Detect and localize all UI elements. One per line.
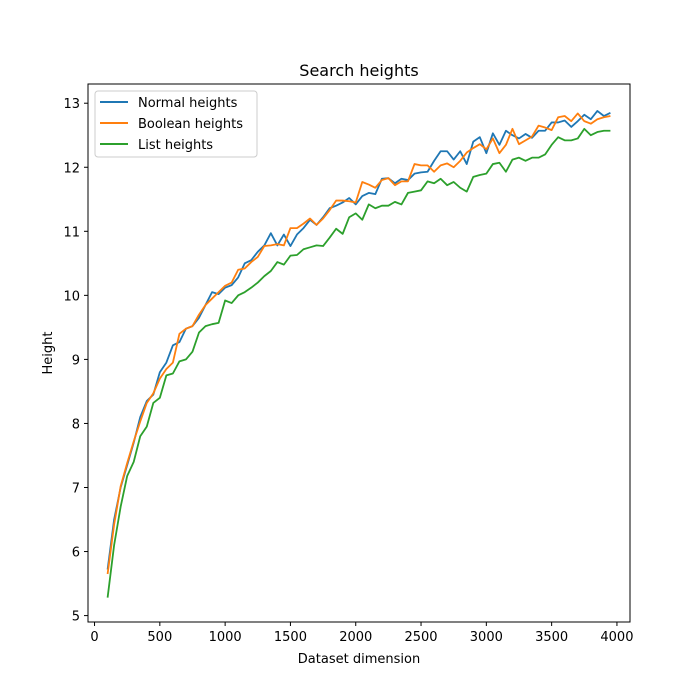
series-layer [106,110,611,598]
y-tick-label: 10 [63,289,80,304]
x-tick-label: 0 [90,630,98,645]
legend-label: Boolean heights [138,117,243,132]
y-tick-label: 8 [72,417,80,432]
x-axis: 0 500 1000 1500 2000 2500 3000 3500 4000 [90,622,633,645]
plot-frame [87,83,631,623]
y-tick-label: 9 [72,353,80,368]
x-tick-label: 2500 [404,630,437,645]
legend: Normal heights Boolean heights List height… [94,90,258,158]
y-tick-label: 12 [63,161,80,176]
legend-box [94,90,258,158]
chart-title: Search heights [299,61,418,80]
legend-label: Normal heights [138,96,238,111]
y-axis: 5 6 7 8 9 10 11 12 13 [63,97,88,625]
y-tick-label: 5 [72,610,80,625]
y-tick-label: 13 [63,97,80,112]
y-axis-label: Height [41,332,56,375]
x-tick-label: 1000 [209,630,242,645]
y-tick-label: 6 [72,546,80,561]
x-tick-label: 4000 [600,630,633,645]
y-tick-label: 7 [72,482,80,497]
x-tick-label: 3000 [470,630,503,645]
x-tick-label: 2000 [339,630,372,645]
x-tick-label: 1500 [274,630,307,645]
series-line-list-heights [106,127,611,598]
series-line-boolean-heights [106,112,611,575]
x-tick-label: 500 [147,630,172,645]
x-axis-label: Dataset dimension [298,652,420,667]
x-tick-label: 3500 [535,630,568,645]
legend-label: List heights [138,138,213,153]
y-tick-label: 11 [63,225,80,240]
